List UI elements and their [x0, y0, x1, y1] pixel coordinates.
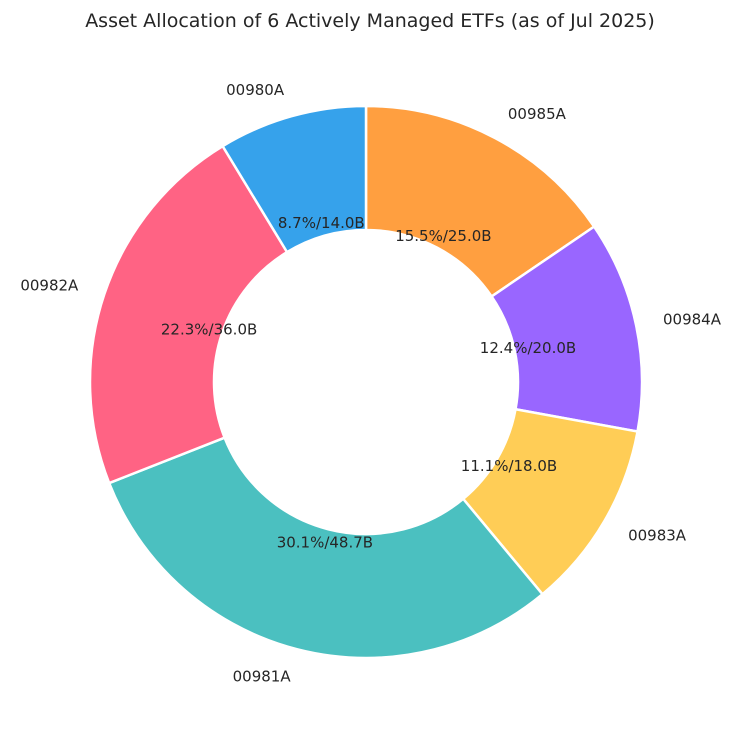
slice-name-label-00984A: 00984A [663, 310, 722, 328]
pie-slice-00981A [107, 436, 544, 660]
slice-value-label-00982A: 22.3%/36.0B [161, 320, 257, 338]
slice-name-label-00983A: 00983A [628, 526, 687, 544]
pie-slice-00980A [221, 104, 368, 254]
slice-name-label-00985A: 00985A [508, 105, 567, 123]
slice-name-label-00982A: 00982A [20, 276, 79, 294]
slice-value-label-00983A: 11.1%/18.0B [461, 457, 557, 475]
pie-slice-00985A [364, 104, 596, 298]
chart-title: Asset Allocation of 6 Actively Managed E… [85, 10, 655, 32]
slice-name-label-00981A: 00981A [233, 667, 292, 685]
pie-slice-00982A [88, 144, 289, 485]
slice-value-label-00980A: 8.7%/14.0B [278, 214, 365, 232]
slice-name-label-00980A: 00980A [226, 81, 285, 99]
slice-value-label-00985A: 15.5%/25.0B [395, 227, 491, 245]
slice-value-label-00981A: 30.1%/48.7B [277, 534, 373, 552]
slice-value-label-00984A: 12.4%/20.0B [480, 339, 576, 357]
